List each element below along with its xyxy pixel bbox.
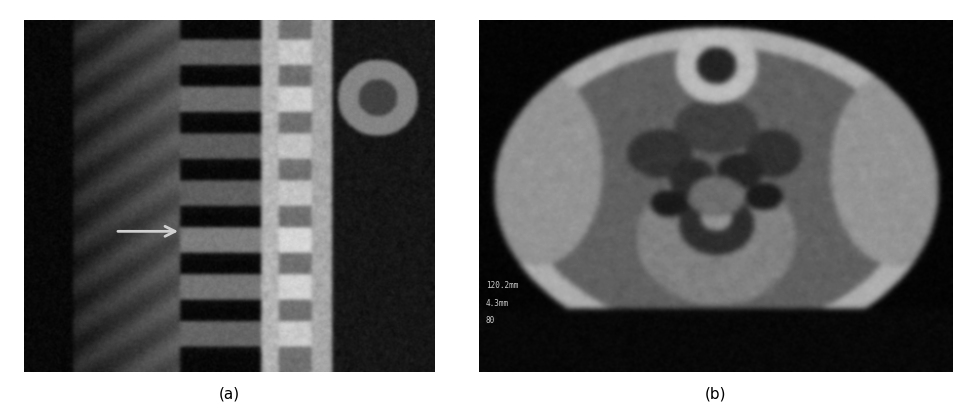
Text: (b): (b) — [705, 386, 726, 401]
Text: 80: 80 — [485, 316, 495, 325]
Text: (a): (a) — [219, 386, 240, 401]
Text: 4.3mm: 4.3mm — [485, 298, 509, 307]
Text: 120.2mm: 120.2mm — [485, 280, 518, 290]
